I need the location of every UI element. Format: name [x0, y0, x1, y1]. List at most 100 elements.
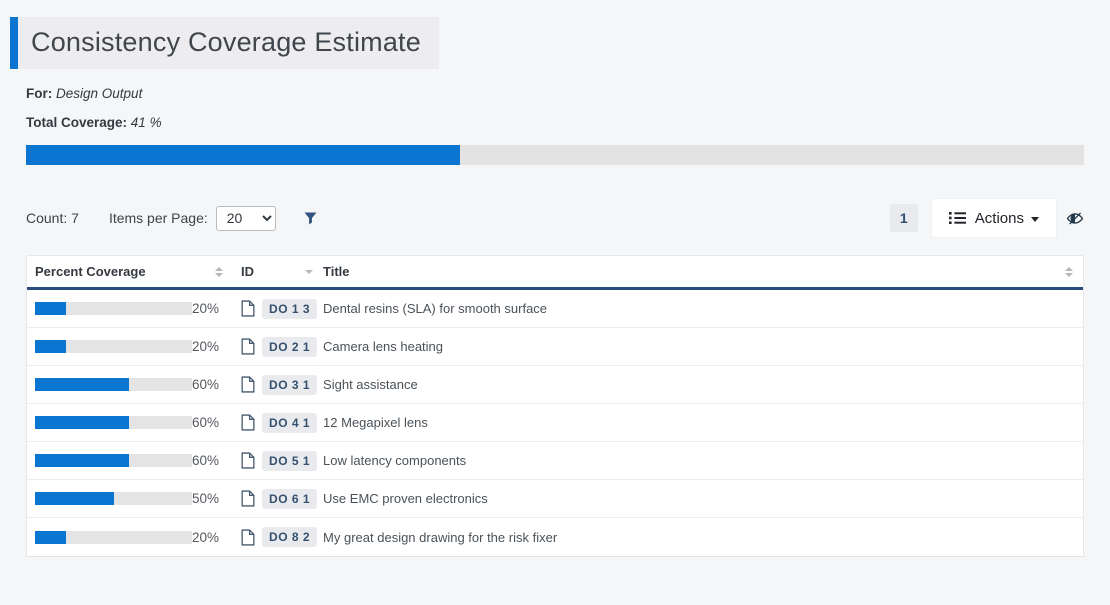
row-progressbar: [35, 454, 192, 467]
row-progress-fill: [35, 531, 66, 544]
total-coverage-value: 41 %: [131, 115, 162, 130]
document-icon: [241, 529, 255, 546]
document-icon: [241, 490, 255, 507]
percent-value: 60%: [192, 453, 227, 468]
row-progressbar: [35, 340, 192, 353]
column-header-percent-coverage[interactable]: Percent Coverage: [27, 264, 227, 279]
sort-icon[interactable]: [215, 267, 223, 277]
percent-coverage-cell: 20%: [27, 530, 227, 545]
count-label: Count: 7: [26, 210, 79, 226]
total-coverage-progressbar: [26, 145, 1084, 165]
id-cell: DO 4 1: [227, 413, 317, 433]
percent-value: 50%: [192, 491, 227, 506]
page-header: Consistency Coverage Estimate: [10, 17, 1110, 69]
workitem-id-badge[interactable]: DO 1 3: [262, 299, 317, 319]
title-cell: 12 Megapixel lens: [317, 415, 1083, 430]
toolbar: Count: 7 Items per Page: 20 1 Actio: [26, 198, 1084, 238]
items-per-page-label: Items per Page:: [109, 210, 208, 226]
percent-coverage-cell: 60%: [27, 415, 227, 430]
document-icon: [241, 300, 255, 317]
workitem-title-link[interactable]: Low latency components: [323, 453, 466, 468]
consistency-coverage-page: Consistency Coverage Estimate For: Desig…: [0, 17, 1110, 605]
table-row: 60% DO 5 1 Low latency components: [27, 442, 1083, 480]
workitem-title-link[interactable]: Sight assistance: [323, 377, 418, 392]
for-label: For:: [26, 86, 52, 101]
title-cell: Low latency components: [317, 453, 1083, 468]
workitem-title-link[interactable]: Camera lens heating: [323, 339, 443, 354]
items-per-page-select[interactable]: 20: [216, 206, 276, 231]
row-progress-fill: [35, 302, 66, 315]
funnel-icon: [304, 212, 317, 225]
workitem-id-badge[interactable]: DO 4 1: [262, 413, 317, 433]
table-body: 20% DO 1 3 Dental resins (SLA) for smoot…: [27, 290, 1083, 556]
accent-bar: [10, 17, 18, 69]
table-row: 60% DO 3 1 Sight assistance: [27, 366, 1083, 404]
table-row: 20% DO 8 2 My great design drawing for t…: [27, 518, 1083, 556]
sort-icon[interactable]: [305, 270, 313, 274]
title-cell: My great design drawing for the risk fix…: [317, 530, 1083, 545]
percent-coverage-cell: 60%: [27, 377, 227, 392]
workitem-id-badge[interactable]: DO 8 2: [262, 527, 317, 547]
workitem-id-badge[interactable]: DO 6 1: [262, 489, 317, 509]
row-progressbar: [35, 531, 192, 544]
title-cell: Use EMC proven electronics: [317, 491, 1083, 506]
eye-slash-icon: [1066, 210, 1084, 227]
percent-coverage-cell: 50%: [27, 491, 227, 506]
percent-coverage-cell: 60%: [27, 453, 227, 468]
column-label: Percent Coverage: [35, 264, 146, 279]
document-icon: [241, 338, 255, 355]
document-icon: [241, 414, 255, 431]
title-cell: Sight assistance: [317, 377, 1083, 392]
row-progressbar: [35, 302, 192, 315]
toolbar-right: 1 Actions: [890, 198, 1084, 238]
row-progressbar: [35, 416, 192, 429]
id-cell: DO 8 2: [227, 527, 317, 547]
id-cell: DO 5 1: [227, 451, 317, 471]
row-progress-fill: [35, 378, 129, 391]
column-label: Title: [323, 264, 350, 279]
percent-coverage-cell: 20%: [27, 339, 227, 354]
percent-value: 20%: [192, 301, 227, 316]
row-progress-fill: [35, 416, 129, 429]
filter-button[interactable]: [304, 212, 317, 225]
chevron-down-icon: [1031, 217, 1039, 222]
workitem-title-link[interactable]: 12 Megapixel lens: [323, 415, 428, 430]
workitem-title-link[interactable]: Use EMC proven electronics: [323, 491, 488, 506]
workitem-id-badge[interactable]: DO 3 1: [262, 375, 317, 395]
column-header-title[interactable]: Title: [317, 264, 1083, 279]
workitem-title-link[interactable]: Dental resins (SLA) for smooth surface: [323, 301, 547, 316]
page-title: Consistency Coverage Estimate: [18, 17, 439, 69]
coverage-table: Percent Coverage ID Title 20%: [26, 255, 1084, 557]
toggle-visibility-button[interactable]: [1066, 210, 1084, 227]
table-row: 20% DO 2 1 Camera lens heating: [27, 328, 1083, 366]
row-progress-fill: [35, 340, 66, 353]
percent-coverage-cell: 20%: [27, 301, 227, 316]
total-coverage-progress-fill: [26, 145, 460, 165]
id-cell: DO 2 1: [227, 337, 317, 357]
toolbar-left: Count: 7 Items per Page: 20: [26, 206, 317, 231]
table-header-row: Percent Coverage ID Title: [27, 256, 1083, 290]
total-coverage-line: Total Coverage: 41 %: [26, 115, 1110, 130]
document-icon: [241, 452, 255, 469]
row-progress-fill: [35, 492, 114, 505]
id-cell: DO 6 1: [227, 489, 317, 509]
row-progressbar: [35, 492, 192, 505]
percent-value: 60%: [192, 415, 227, 430]
percent-value: 20%: [192, 339, 227, 354]
sort-icon[interactable]: [1065, 267, 1073, 277]
title-cell: Camera lens heating: [317, 339, 1083, 354]
pagination-page-1-button[interactable]: 1: [890, 204, 918, 232]
workitem-id-badge[interactable]: DO 5 1: [262, 451, 317, 471]
column-header-id[interactable]: ID: [227, 264, 317, 279]
table-row: 60% DO 4 1 12 Megapixel lens: [27, 404, 1083, 442]
for-value: Design Output: [56, 86, 142, 101]
document-icon: [241, 376, 255, 393]
workitem-title-link[interactable]: My great design drawing for the risk fix…: [323, 530, 557, 545]
id-cell: DO 3 1: [227, 375, 317, 395]
id-cell: DO 1 3: [227, 299, 317, 319]
row-progressbar: [35, 378, 192, 391]
actions-button[interactable]: Actions: [931, 198, 1057, 238]
total-coverage-label: Total Coverage:: [26, 115, 127, 130]
workitem-id-badge[interactable]: DO 2 1: [262, 337, 317, 357]
title-cell: Dental resins (SLA) for smooth surface: [317, 301, 1083, 316]
